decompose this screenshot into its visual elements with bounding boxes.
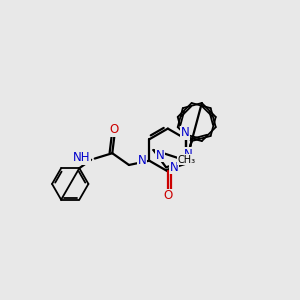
Text: N: N (184, 148, 192, 161)
Text: N: N (181, 126, 189, 139)
Text: NH: NH (73, 152, 90, 164)
Text: O: O (110, 123, 119, 136)
Text: O: O (163, 189, 172, 202)
Text: N: N (156, 149, 164, 162)
Text: N: N (170, 161, 179, 174)
Text: CH₃: CH₃ (178, 155, 196, 165)
Text: N: N (137, 154, 146, 166)
